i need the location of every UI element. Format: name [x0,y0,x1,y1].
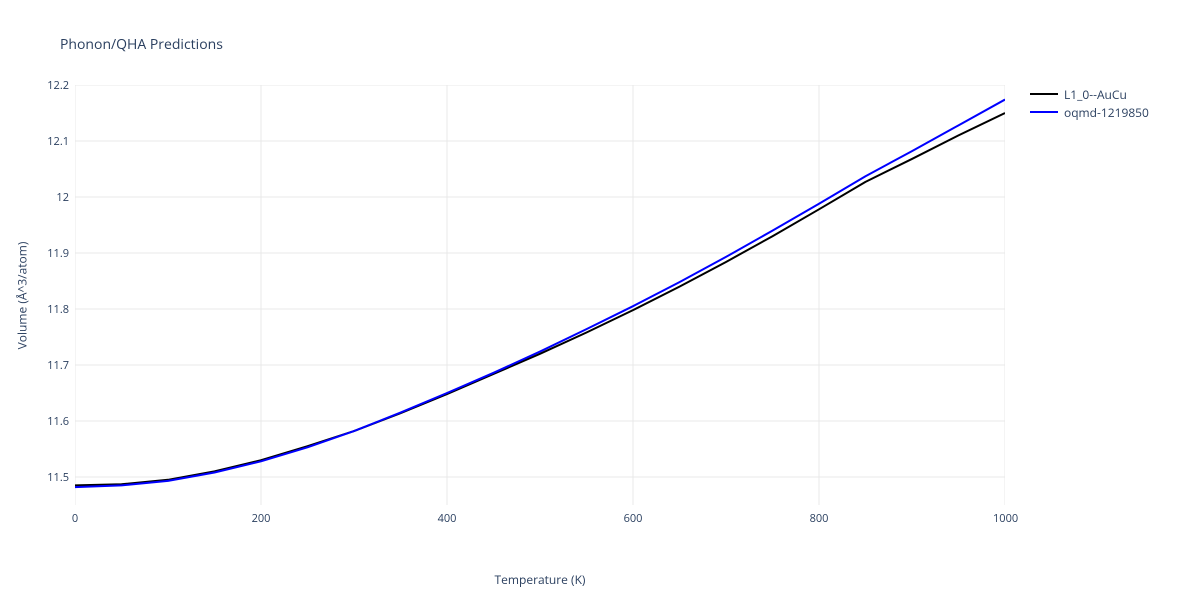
legend-swatch [1030,111,1058,113]
legend-swatch [1030,93,1058,95]
y-axis-label: Volume (Å^3/atom) [14,241,31,349]
x-axis-label: Temperature (K) [75,571,1005,588]
x-tick-label: 200 [249,511,273,526]
legend-item[interactable]: L1_0--AuCu [1030,85,1149,103]
legend[interactable]: L1_0--AuCuoqmd-1219850 [1030,85,1149,121]
chart-title: Phonon/QHA Predictions [60,35,223,54]
series-line[interactable] [75,100,1005,488]
y-tick-label: 11.8 [47,302,69,317]
y-tick-label: 11.6 [47,414,69,429]
y-tick-label: 11.9 [47,246,69,261]
y-tick-label: 11.5 [47,470,69,485]
x-tick-label: 600 [621,511,645,526]
x-tick-label: 0 [63,511,87,526]
plot-area[interactable] [75,85,1005,505]
x-tick-label: 800 [807,511,831,526]
y-tick-label: 12.2 [47,78,69,93]
legend-item[interactable]: oqmd-1219850 [1030,103,1149,121]
chart-container: Phonon/QHA Predictions Volume (Å^3/atom)… [0,0,1200,600]
legend-label: oqmd-1219850 [1064,104,1149,121]
x-tick-label: 1000 [993,511,1017,526]
series-line[interactable] [75,113,1005,485]
y-axis-label-wrap: Volume (Å^3/atom) [12,85,32,505]
y-tick-label: 11.7 [47,358,69,373]
x-tick-label: 400 [435,511,459,526]
legend-label: L1_0--AuCu [1064,86,1127,103]
y-tick-label: 12 [56,190,69,205]
y-tick-label: 12.1 [47,134,69,149]
